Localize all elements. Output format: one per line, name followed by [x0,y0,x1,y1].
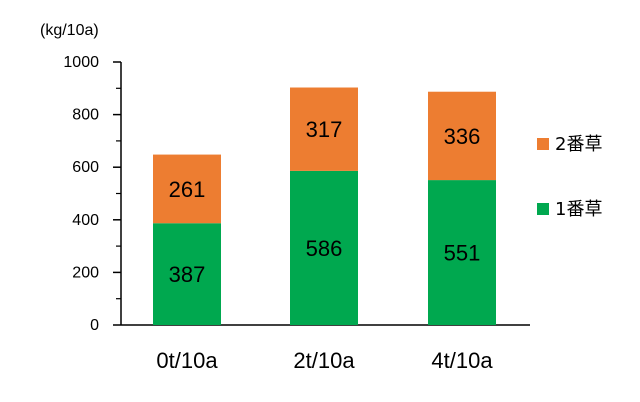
legend-label: 2番草 [555,134,602,155]
x-category-label: 2t/10a [293,348,355,373]
bar-segment [290,170,358,325]
y-tick-label: 600 [72,159,99,176]
bar-segment [290,87,358,171]
bar-value-label: 586 [306,236,343,261]
bar-value-label: 336 [444,124,481,149]
bar-value-label: 551 [444,241,481,266]
bar-segment [153,223,221,325]
y-tick-label: 200 [72,264,99,281]
y-axis-unit-label: (kg/10a) [40,22,99,39]
bar-segment [428,180,496,325]
y-tick-label: 1000 [63,54,99,71]
legend-swatch [537,203,549,215]
y-tick-label: 400 [72,212,99,229]
x-category-label: 0t/10a [156,348,218,373]
bar-value-label: 317 [306,117,343,142]
y-tick-label: 800 [72,107,99,124]
bar-segment [153,154,221,224]
x-category-label: 4t/10a [431,348,493,373]
y-tick-label: 0 [90,317,99,334]
legend-label: 1番草 [555,199,602,220]
bar-value-label: 387 [169,262,206,287]
bar-segment [428,91,496,181]
bar-value-label: 261 [169,177,206,202]
legend-swatch [537,138,549,150]
